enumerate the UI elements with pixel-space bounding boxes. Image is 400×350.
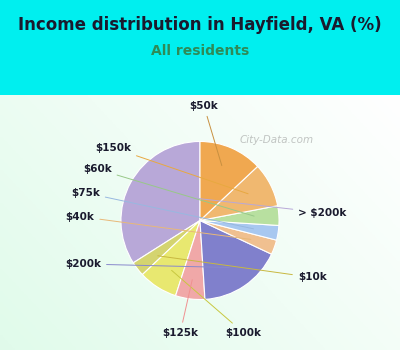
Text: > $200k: > $200k	[153, 194, 347, 218]
Wedge shape	[176, 220, 205, 300]
Text: All residents: All residents	[151, 44, 249, 58]
Text: $200k: $200k	[65, 259, 229, 269]
Wedge shape	[200, 220, 279, 240]
Wedge shape	[200, 166, 278, 220]
Wedge shape	[200, 220, 272, 299]
Wedge shape	[200, 141, 258, 220]
Wedge shape	[142, 220, 200, 296]
Text: City-Data.com: City-Data.com	[240, 135, 314, 145]
Text: $75k: $75k	[71, 188, 254, 229]
Text: $150k: $150k	[95, 143, 248, 194]
Text: $60k: $60k	[83, 164, 254, 216]
Wedge shape	[121, 141, 200, 263]
Wedge shape	[200, 220, 276, 254]
Text: $40k: $40k	[66, 211, 251, 239]
Wedge shape	[133, 220, 200, 275]
Text: $50k: $50k	[190, 101, 222, 166]
Text: $125k: $125k	[162, 280, 198, 338]
Text: Income distribution in Hayfield, VA (%): Income distribution in Hayfield, VA (%)	[18, 15, 382, 34]
Text: $10k: $10k	[158, 256, 327, 282]
Text: $100k: $100k	[172, 270, 262, 338]
Wedge shape	[200, 206, 279, 225]
